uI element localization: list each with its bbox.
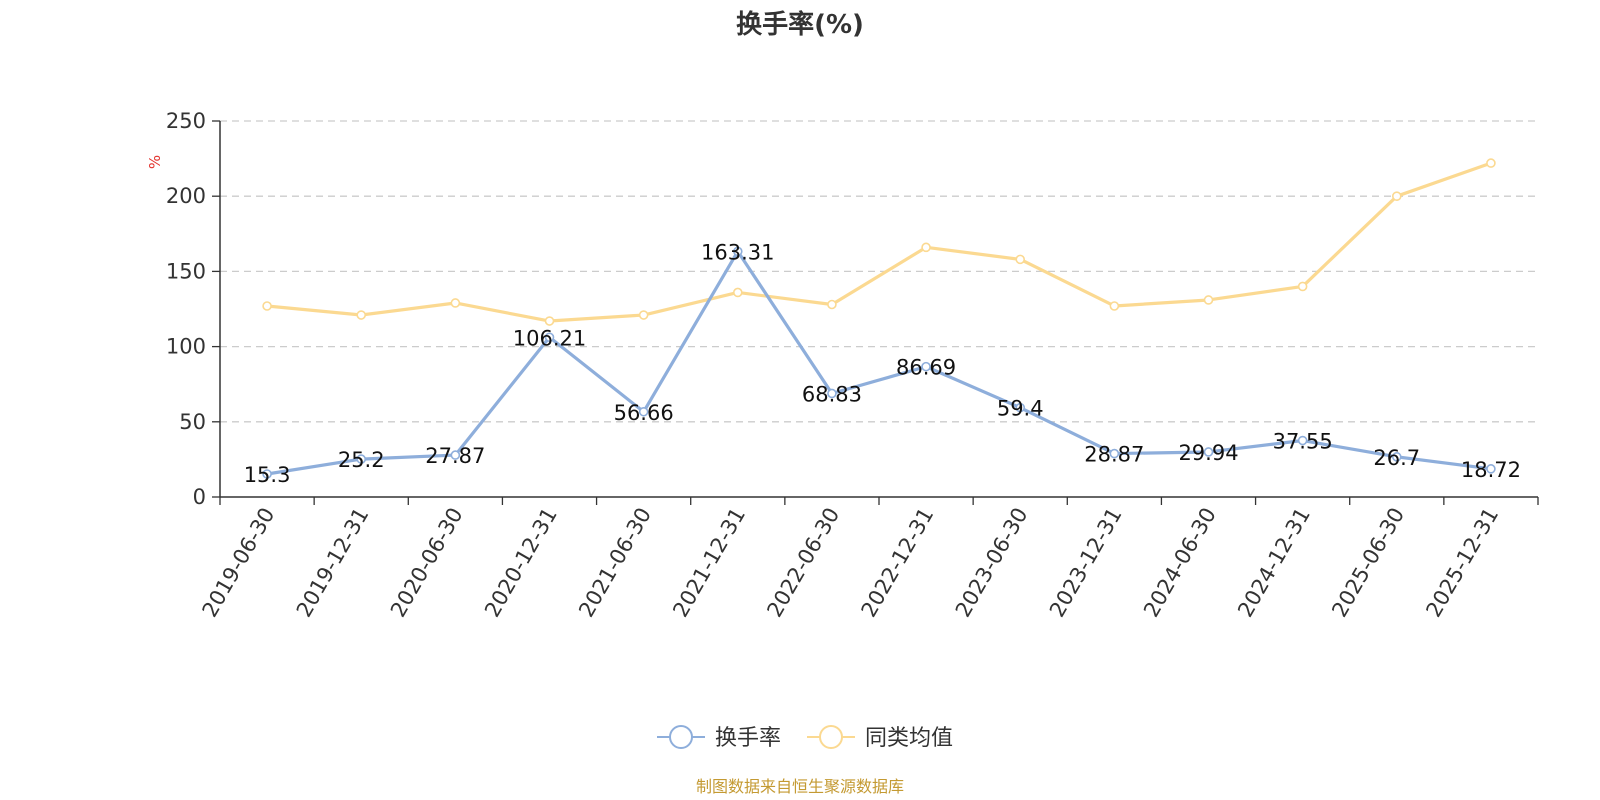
y-tick-label: 0	[193, 485, 206, 509]
data-point	[921, 361, 931, 372]
x-tick-label: 2023-06-30	[951, 504, 1033, 622]
data-label: 15.3	[244, 463, 291, 487]
data-label: 163.31	[701, 240, 774, 264]
data-point	[1486, 464, 1496, 474]
data-label: 86.69	[896, 356, 956, 380]
x-tick-label: 2022-12-31	[857, 504, 939, 622]
data-label: 68.83	[802, 382, 862, 406]
legend-marker	[819, 725, 843, 749]
data-point	[1391, 191, 1402, 201]
data-label: 26.7	[1373, 446, 1420, 470]
x-tick-label: 2024-06-30	[1139, 504, 1221, 622]
data-point	[544, 332, 555, 343]
data-point	[1015, 254, 1026, 265]
data-point	[1109, 448, 1120, 459]
data-point	[1297, 435, 1308, 446]
data-point	[450, 450, 461, 460]
x-tick-label: 2022-06-30	[762, 504, 844, 622]
source-note: 制图数据来自恒生聚源数据库	[696, 777, 904, 796]
data-point	[356, 310, 367, 320]
data-point	[450, 298, 461, 308]
data-point	[262, 469, 272, 479]
data-label: 37.55	[1273, 430, 1333, 454]
legend-item[interactable]: 同类均值	[807, 725, 953, 751]
data-point	[827, 299, 837, 310]
x-tick-label: 2019-06-30	[198, 504, 280, 622]
y-tick-label: 150	[166, 259, 206, 283]
legend-label: 换手率	[715, 726, 781, 751]
x-tick-label: 2025-06-30	[1327, 504, 1409, 622]
data-label: 56.66	[614, 401, 674, 425]
chart-title: 换手率(%)	[736, 9, 864, 40]
legend-item[interactable]: 换手率	[657, 725, 781, 751]
x-tick-label: 2025-12-31	[1421, 504, 1503, 622]
data-point	[262, 301, 272, 311]
data-point	[1203, 295, 1214, 305]
grid	[220, 120, 1538, 423]
data-point	[638, 406, 649, 417]
data-labels: 15.3 25.2 27.87 106.21 56.66 163.31 68.83 86.69…	[244, 240, 1521, 487]
data-point	[827, 388, 837, 399]
legend-marker	[669, 725, 693, 749]
legend[interactable]: 换手率 同类均值	[657, 725, 953, 751]
x-tick-label: 2020-12-31	[480, 504, 562, 622]
data-point	[1015, 402, 1026, 413]
data-point	[1391, 452, 1402, 462]
data-point	[1203, 447, 1214, 457]
x-tick-label: 2024-12-31	[1233, 504, 1315, 622]
data-label: 59.4	[997, 397, 1044, 421]
y-axis-unit: %	[146, 155, 164, 169]
data-point	[732, 287, 743, 298]
data-point	[732, 246, 743, 257]
data-label: 28.87	[1084, 443, 1144, 467]
data-label: 106.21	[513, 326, 586, 350]
y-tick-label: 200	[166, 184, 206, 208]
data-label: 18.72	[1461, 458, 1521, 482]
x-tick-label: 2020-06-30	[386, 504, 468, 622]
data-point	[1109, 301, 1120, 311]
x-tick-label: 2023-12-31	[1045, 504, 1127, 622]
data-point	[1486, 158, 1496, 168]
y-tick-label: 250	[166, 109, 206, 133]
data-point	[544, 316, 555, 326]
data-point	[356, 454, 367, 464]
x-tick-label: 2019-12-31	[292, 504, 374, 622]
y-tick-label: 50	[179, 410, 206, 434]
data-label: 27.87	[425, 444, 485, 468]
x-tick-label: 2021-06-30	[574, 504, 656, 622]
legend-label: 同类均值	[865, 726, 953, 751]
x-tick-label: 2021-12-31	[668, 504, 750, 622]
data-point	[638, 310, 649, 320]
data-label: 29.94	[1178, 441, 1238, 465]
series-line	[265, 249, 1493, 476]
data-point	[1297, 281, 1308, 292]
data-label: 25.2	[338, 448, 385, 472]
series	[262, 158, 1496, 479]
y-tick-label: 100	[166, 335, 206, 359]
series-line	[265, 161, 1493, 323]
data-point	[921, 242, 931, 253]
